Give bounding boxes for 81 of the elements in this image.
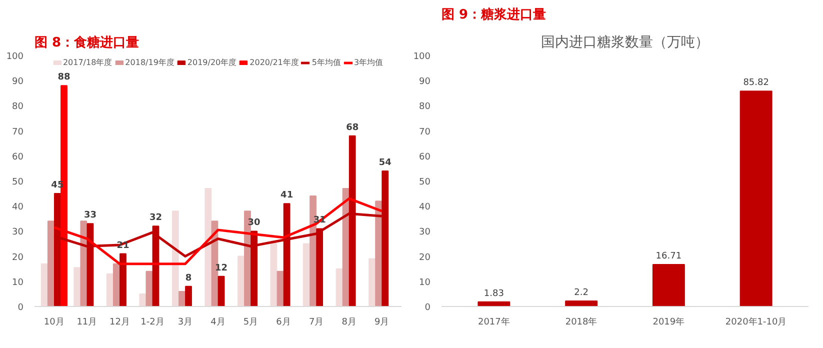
- y-tick-label: 40: [12, 202, 24, 213]
- data-label: 41: [280, 190, 294, 201]
- bar: [120, 253, 126, 306]
- y-tick-label: 80: [12, 102, 24, 112]
- chart-title: 图 9：糖浆进口量: [442, 6, 546, 22]
- y-tick-label: 90: [12, 77, 24, 88]
- bar: [204, 188, 212, 306]
- y-tick-label: 10: [12, 278, 24, 288]
- y-tick-label: 100: [6, 52, 24, 62]
- y-tick-label: 30: [419, 228, 431, 238]
- x-tick-label: 2018年: [565, 316, 598, 328]
- bar: [47, 220, 54, 306]
- x-tick-label: 5月: [243, 318, 258, 328]
- bar: [40, 263, 48, 306]
- data-label: 68: [346, 122, 359, 133]
- data-label: 88: [58, 72, 70, 83]
- bar: [146, 270, 153, 306]
- data-label: 33: [84, 210, 96, 221]
- y-tick-label: 30: [12, 228, 24, 238]
- y-tick-label: 40: [419, 202, 431, 213]
- y-tick-label: 90: [419, 77, 431, 88]
- chart-title: 图 8：食糖进口量: [34, 34, 140, 50]
- bar: [80, 220, 88, 306]
- y-tick-label: 50: [419, 178, 431, 188]
- data-label: 32: [149, 213, 162, 224]
- y-tick-label: 20: [419, 252, 431, 263]
- bar: [237, 256, 244, 306]
- x-tick-label: 12月: [109, 318, 130, 328]
- bar: [336, 268, 343, 306]
- bar: [172, 210, 179, 306]
- y-tick-label: 50: [12, 178, 24, 188]
- y-tick-label: 0: [424, 303, 431, 313]
- data-label: 2.2: [574, 288, 588, 298]
- y-tick-label: 70: [12, 127, 24, 138]
- y-tick-label: 60: [12, 152, 24, 162]
- bar: [185, 286, 192, 306]
- legend-label: 2019/20年度: [187, 57, 237, 68]
- legend-label: 2020/21年度: [250, 57, 299, 68]
- legend-label: 5年均值: [312, 57, 341, 68]
- x-tick-label: 8月: [342, 318, 356, 328]
- x-tick-label: 3月: [178, 318, 193, 328]
- x-tick-label: 11月: [76, 318, 98, 328]
- chart-subtitle: 国内进口糖浆数量（万吨）: [541, 34, 709, 50]
- y-tick-label: 80: [419, 102, 431, 112]
- bar: [565, 300, 598, 306]
- x-tick-label: 2020年1-10月: [725, 316, 787, 328]
- y-tick-label: 70: [419, 127, 431, 138]
- data-label: 16.71: [656, 252, 682, 262]
- bar: [218, 276, 225, 306]
- y-tick-label: 100: [413, 52, 431, 62]
- x-tick-label: 1-2月: [140, 318, 164, 328]
- y-tick-label: 0: [18, 303, 24, 313]
- bar: [368, 258, 376, 306]
- data-label: 85.82: [743, 78, 769, 88]
- x-tick-label: 6月: [276, 318, 291, 328]
- bar: [740, 90, 772, 306]
- y-tick-label: 10: [419, 278, 431, 288]
- data-label: 31: [313, 216, 326, 226]
- x-tick-label: 2017年: [478, 316, 510, 328]
- data-label: 1.83: [484, 288, 504, 299]
- x-tick-label: 9月: [374, 318, 390, 328]
- bar: [106, 273, 114, 306]
- x-tick-label: 7月: [308, 318, 324, 328]
- x-tick-label: 10月: [44, 318, 64, 328]
- bar: [178, 290, 186, 306]
- x-tick-label: 4月: [210, 318, 226, 328]
- bar: [74, 267, 81, 306]
- bar: [270, 240, 278, 306]
- y-tick-label: 20: [12, 252, 24, 263]
- legend-label: 2017/18年度: [62, 57, 112, 68]
- y-tick-label: 60: [419, 152, 431, 162]
- x-tick-label: 2019年: [652, 316, 685, 328]
- bar: [276, 270, 284, 306]
- bar: [652, 264, 685, 306]
- bar: [303, 243, 310, 306]
- data-label: 8: [185, 273, 192, 284]
- legend-label: 2018/19年度: [125, 57, 174, 68]
- bar: [139, 293, 146, 306]
- legend-label: 3年均值: [354, 57, 384, 68]
- data-label: 54: [378, 158, 392, 168]
- bar: [112, 263, 120, 306]
